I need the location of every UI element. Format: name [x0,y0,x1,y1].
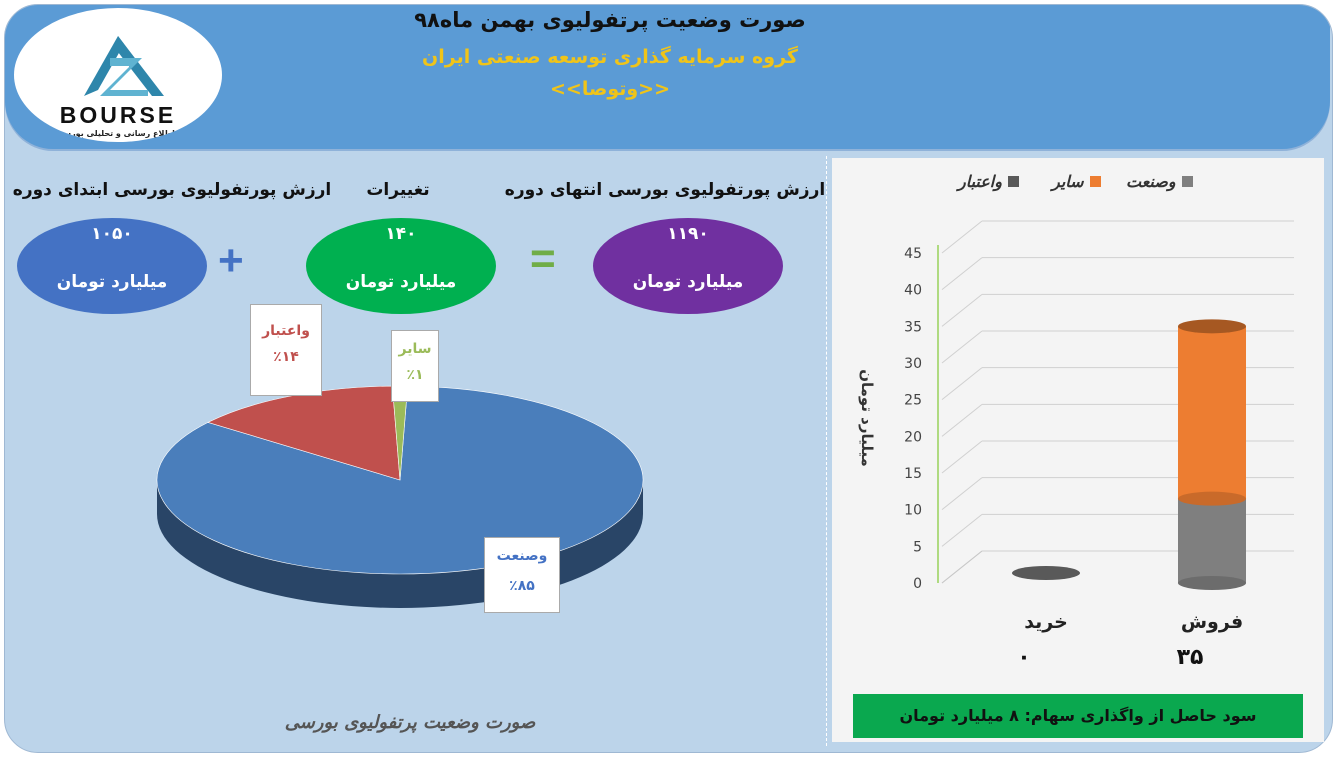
legend-swatch [1181,176,1193,187]
change-unit: میلیارد تومان [345,272,457,292]
pie-callout-credit: واعتبار ٪۱۴ [250,304,322,396]
y-tick-label: 25 [904,393,922,409]
start-value-ellipse: ۱۰۵۰ میلیارد تومان [17,218,207,314]
end-value-ellipse: ۱۱۹۰ میلیارد تومان [593,218,783,314]
y-tick-label: 35 [904,319,922,335]
category-value-label: ۳۵ [1177,645,1204,670]
x-tick-label: خرید [1024,611,1068,633]
plus-sign: + [218,236,244,285]
equals-sign: = [530,234,556,283]
floor-edge [941,550,983,584]
end-label: ارزش پورتفولیوی بورسی انتهای دوره [504,180,826,200]
x-tick-label: فروش [1181,611,1243,633]
gridline-side [941,440,983,474]
gridline-side [941,403,983,437]
end-value: ۱۱۹۰ [667,224,709,244]
category-value-label: ۰ [1017,645,1030,670]
legend-label: وصنعت [1126,172,1176,191]
gridline-side [941,477,983,511]
legend-item-other: سایر [1052,172,1101,191]
pie-percent: ٪۸۵ [509,578,535,594]
y-tick-label: 0 [913,576,922,592]
pie-percent: ٪۱۴ [273,349,299,365]
y-tick-label: 5 [913,539,922,555]
start-value: ۱۰۵۰ [91,224,133,244]
change-value: ۱۴۰ [385,224,417,244]
symbol-label: <<وتوصا>> [549,78,671,100]
legend-swatch [1089,176,1101,187]
page-title: صورت وضعیت پرتفولیوی بهمن ماه۹۸ [414,8,806,32]
start-label: ارزش پورتفولیوی بورسی ابتدای دوره [12,180,332,200]
pie-label: واعتبار [262,323,310,339]
gridline-side [941,220,983,254]
y-tick-label: 20 [904,429,922,445]
profit-banner: سود حاصل از واگذاری سهام: ۸ میلیارد توما… [853,694,1303,738]
legend-item-credit: واعتبار [958,172,1019,191]
legend-swatch [1007,176,1019,187]
legend-label: سایر [1052,172,1084,191]
y-tick-label: 30 [904,356,922,372]
bar-zero-disc [1012,566,1080,580]
portfolio-pie-chart [156,385,644,608]
logo-text: BOURSE [59,102,177,128]
bar-segment [1178,326,1246,499]
gridline-side [941,293,983,327]
pie-callout-industry: وصنعت ٪۸۵ [484,537,560,613]
pie-label: سایر [398,341,432,357]
change-label: تغییرات [366,180,430,200]
y-tick-label: 45 [904,246,922,262]
pie-slice [207,385,401,481]
bar-segment-bottom [1178,491,1246,506]
y-tick-label: 10 [904,503,922,519]
pie-label: وصنعت [496,548,548,564]
bar-segment [1178,498,1246,583]
y-tick-label: 15 [904,466,922,482]
y-axis-label: میلیارد تومان [858,369,876,467]
legend-label: واعتبار [958,172,1002,191]
gridline-side [941,330,983,364]
end-unit: میلیارد تومان [632,272,744,292]
legend-item-industry: وصنعت [1126,172,1193,191]
bar-segment-bottom [1178,576,1246,590]
start-unit: میلیارد تومان [56,272,168,292]
header-banner [5,5,1330,149]
bar-top-cap [1178,319,1246,334]
pie-callout-other: سایر ٪۱ [391,330,439,402]
gridline-side [941,367,983,401]
gridline-side [941,257,983,291]
bourse-logo: BOURSE پایگاه اطلاع رسانی و تحلیلی بورس … [14,8,222,142]
logo-subtitle: پایگاه اطلاع رسانی و تحلیلی بورس ایران [36,129,200,138]
y-tick-label: 40 [904,283,922,299]
stacked-bar-chart: 0 5 10 15 20 25 30 35 40 45 میلیارد تومان فروش ۳۵ خری… [858,220,1294,670]
pie-percent: ٪۱ [406,367,424,383]
gridline-side [941,513,983,547]
panel-divider [826,156,827,746]
logo-mark-icon [84,36,164,96]
change-value-ellipse: ۱۴۰ میلیارد تومان [306,218,496,314]
page-subtitle: گروه سرمایه گذاری توسعه صنعتی ایران [422,46,798,68]
pie-caption: صورت وضعیت پرتفولیوی بورسی [284,712,536,733]
